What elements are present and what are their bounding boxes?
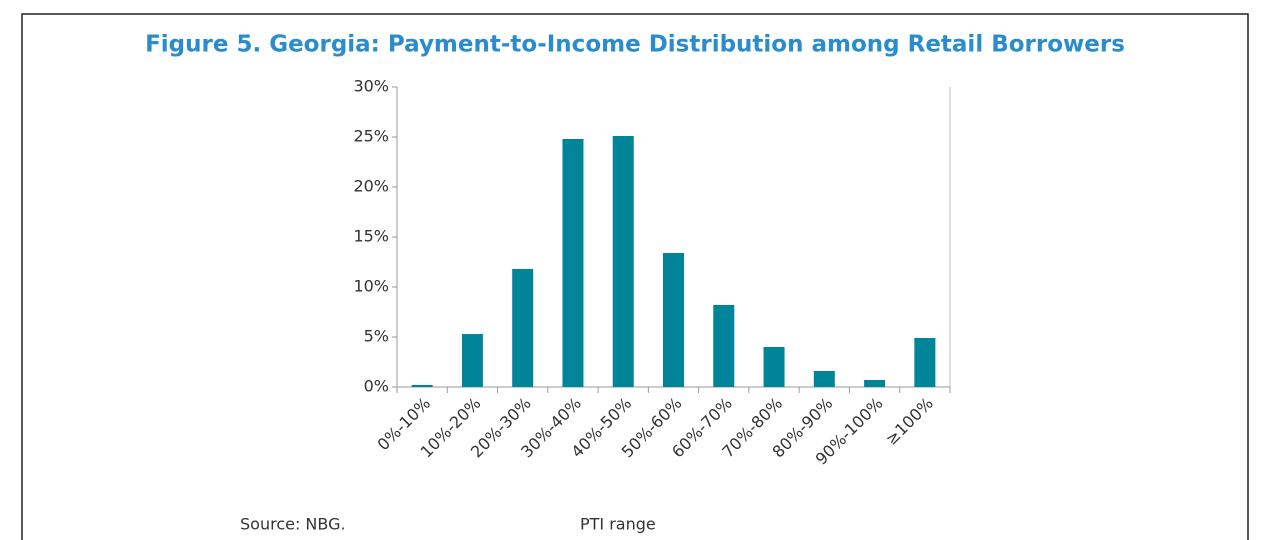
bar — [763, 347, 785, 387]
bar — [914, 338, 936, 387]
y-tick-label: 10% — [353, 277, 389, 296]
frame — [21, 13, 1249, 540]
y-tick-label: 15% — [353, 227, 389, 246]
bar — [864, 380, 886, 387]
bar — [813, 371, 835, 387]
bar — [663, 253, 684, 387]
bar — [562, 139, 584, 387]
bar — [411, 385, 433, 387]
source-note: Source: NBG. — [240, 515, 346, 534]
y-tick-label: 25% — [353, 127, 389, 146]
bar — [461, 334, 483, 387]
bar — [612, 136, 634, 387]
y-tick-label: 30% — [353, 77, 389, 96]
y-tick-label: 5% — [364, 327, 389, 346]
y-tick-label: 20% — [353, 177, 389, 196]
chart-title: Figure 5. Georgia: Payment-to-Income Dis… — [145, 32, 1125, 58]
bar — [512, 269, 534, 387]
x-tick-label: ≥100% — [882, 394, 937, 449]
bar — [713, 305, 735, 387]
y-tick-label: 0% — [364, 377, 389, 396]
x-axis-label: PTI range — [580, 515, 656, 534]
